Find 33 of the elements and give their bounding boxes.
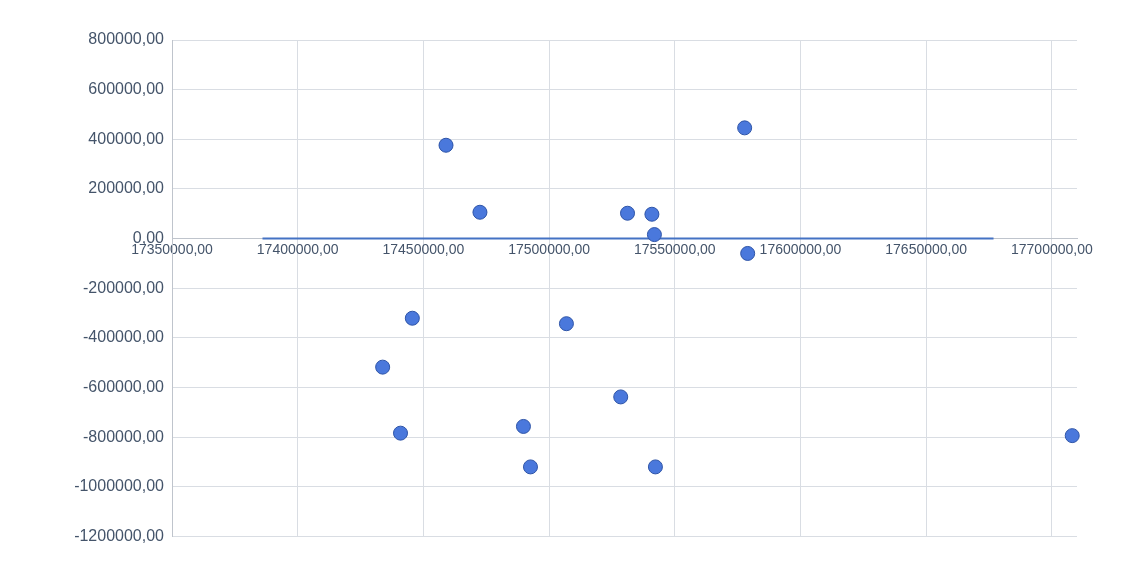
x-tick-label: 17700000,00 (1010, 240, 1093, 257)
point (620, 205, 636, 221)
point (375, 359, 391, 375)
x-tick-label: 17600000,00 (759, 240, 842, 257)
y-tick-label: -400000,00 (83, 328, 165, 346)
y-tick-label: -200000,00 (83, 278, 165, 296)
point (472, 204, 488, 220)
y-tick-label: 600000,00 (88, 80, 165, 98)
point (737, 120, 753, 136)
point (515, 418, 531, 434)
y-tick-label: 400000,00 (88, 129, 165, 147)
x-tick-label: 17650000,00 (885, 240, 968, 257)
y-tick-label: -800000,00 (83, 427, 165, 445)
x-tick-label: 17400000,00 (256, 240, 339, 257)
x-tick-label: 17450000,00 (382, 240, 465, 257)
y-tick-label: 200000,00 (88, 179, 165, 197)
point (646, 227, 662, 243)
y-tick-label: -1200000,00 (74, 526, 165, 544)
y-tick-label: -600000,00 (83, 377, 165, 395)
x-tick-label: 17500000,00 (508, 240, 591, 257)
point (404, 310, 420, 326)
point (740, 245, 756, 261)
y-tick-label: 800000,00 (88, 30, 165, 48)
point (558, 316, 574, 332)
y-tick-label: -1000000,00 (74, 477, 165, 495)
point (438, 137, 454, 153)
point (647, 459, 663, 475)
x-tick-label: 17550000,00 (633, 240, 716, 257)
point (644, 206, 660, 222)
point (522, 459, 538, 475)
point (613, 389, 629, 405)
point (1064, 428, 1080, 444)
point (393, 425, 409, 441)
